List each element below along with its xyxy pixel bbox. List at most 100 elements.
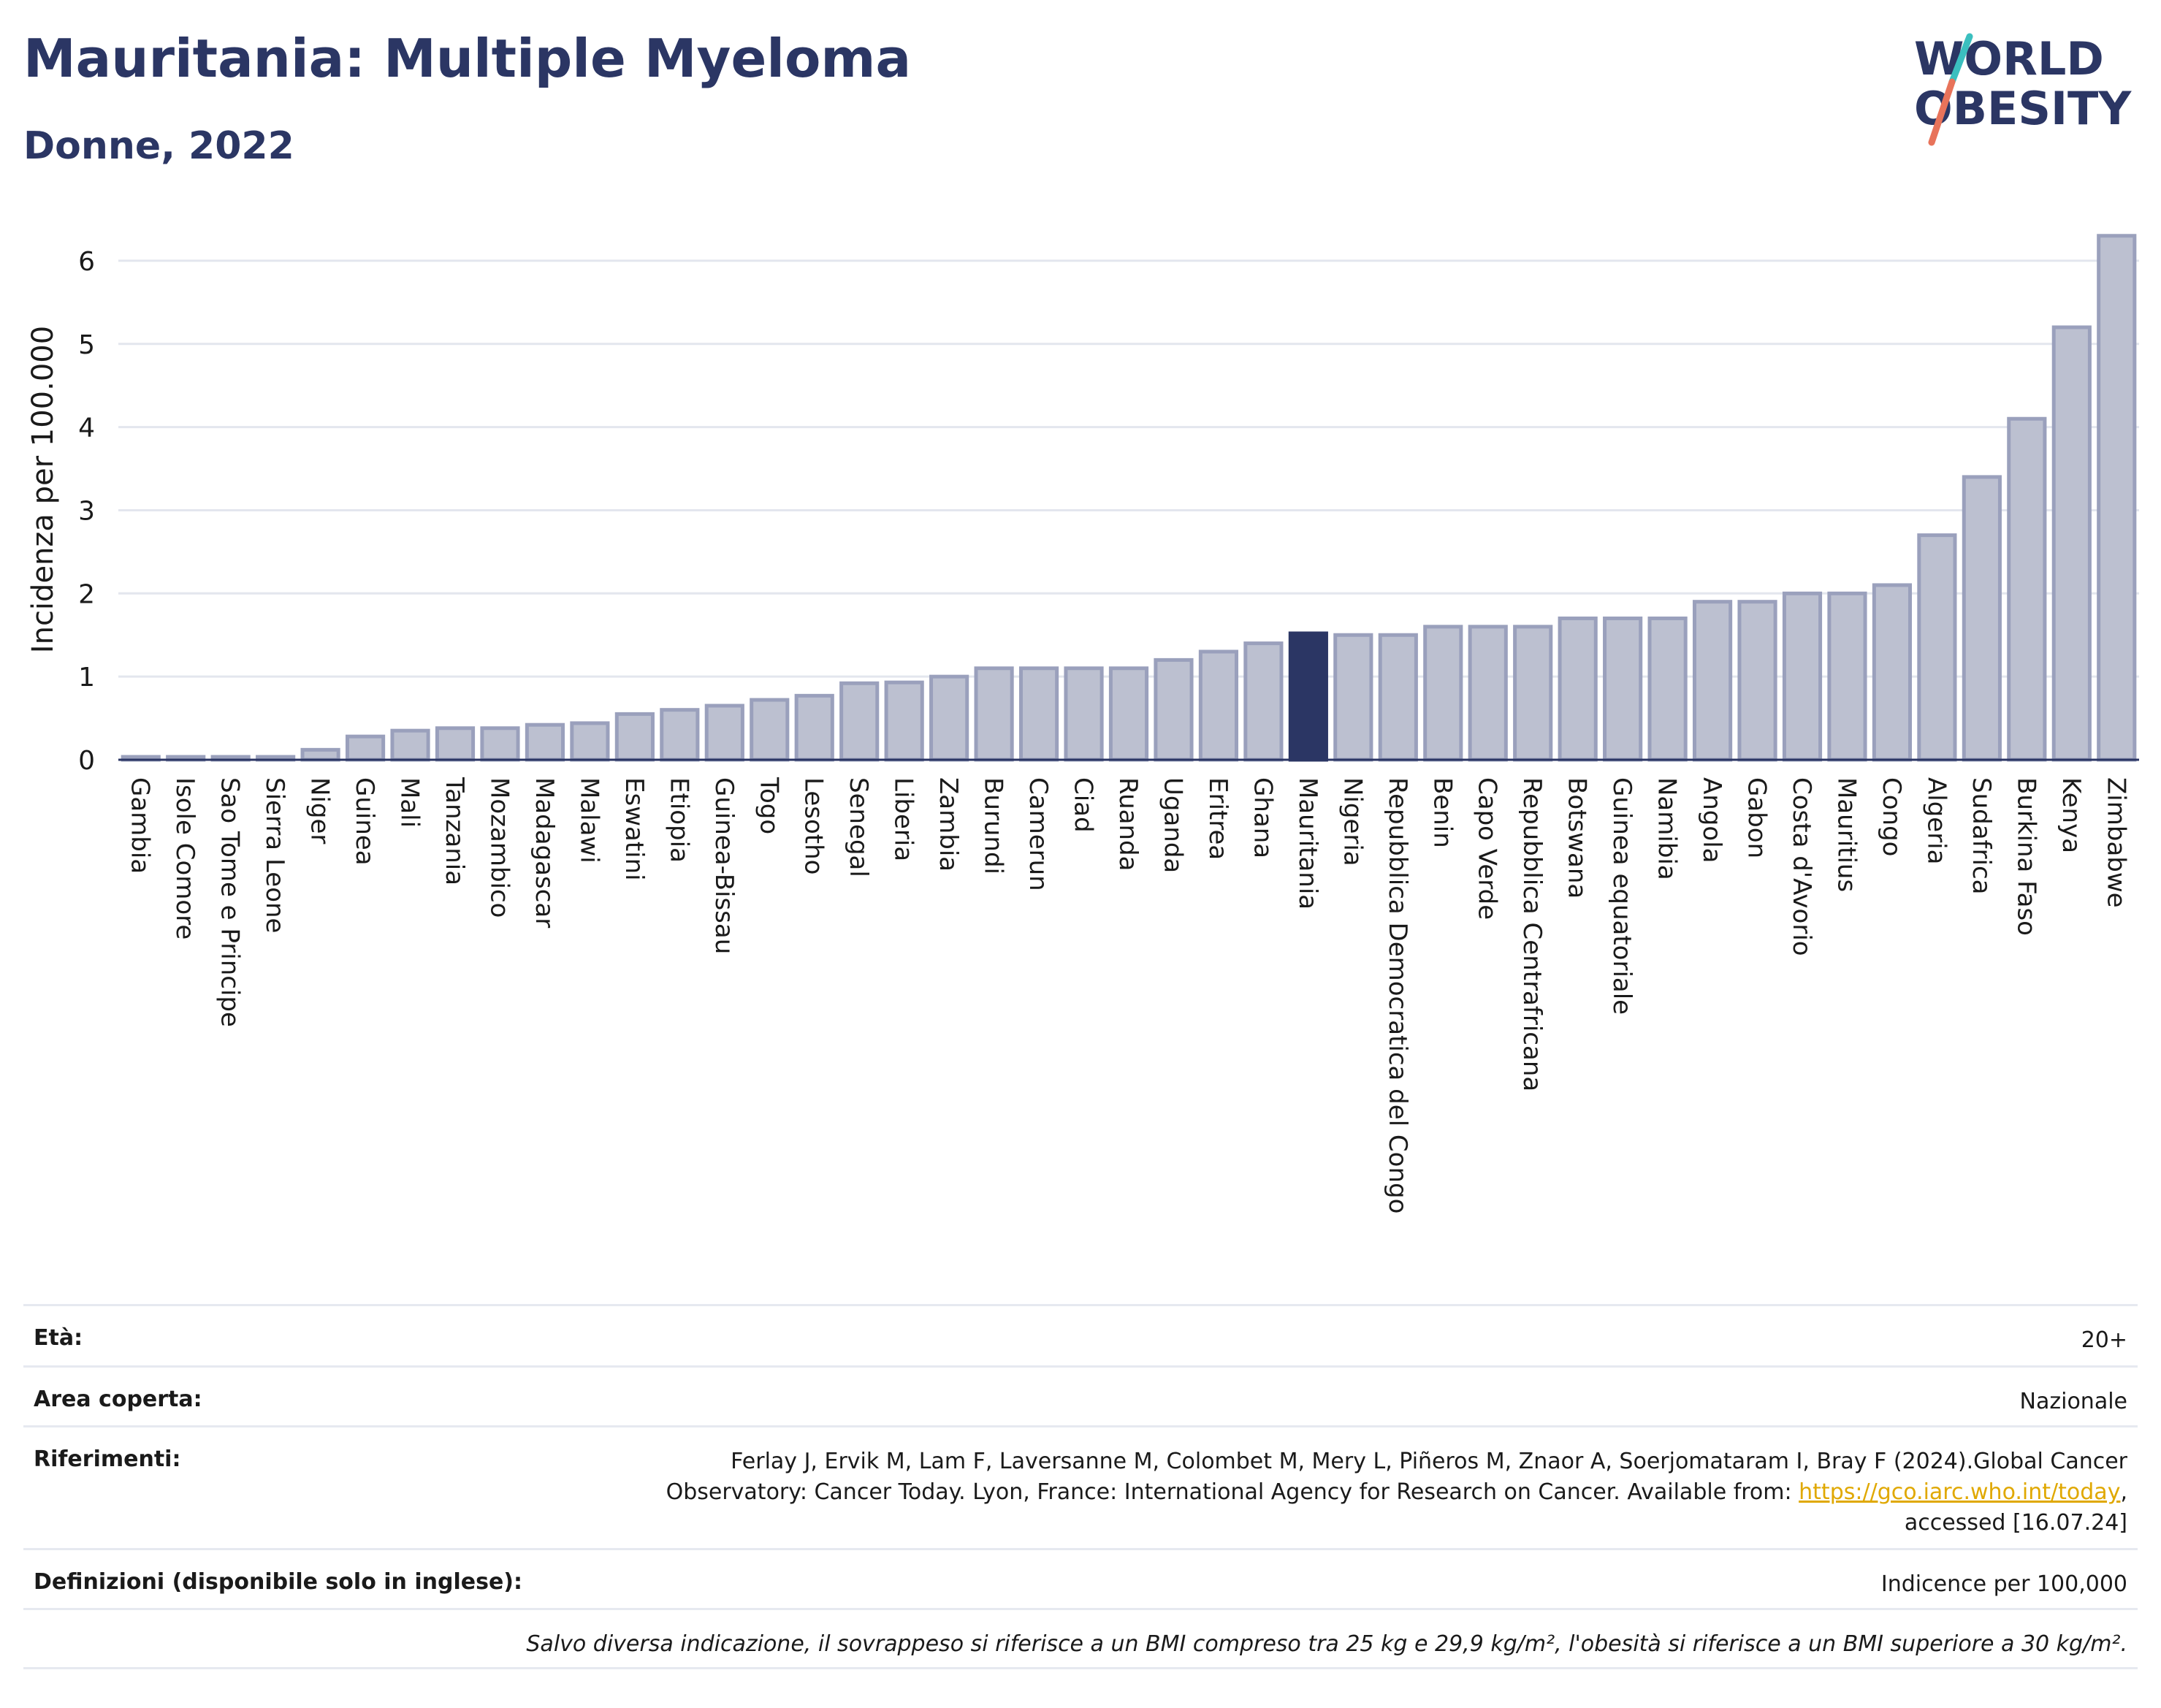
x-tick-label: Guinea equatoriale [1607,777,1636,1015]
references-comma: , [2120,1479,2127,1505]
page-title: Mauritania: Multiple Myeloma [23,28,912,89]
x-tick-label: Malawi [574,777,603,863]
references-value: Ferlay J, Ervik M, Lam F, Laversanne M, … [666,1446,2127,1539]
bars [121,234,2137,762]
bar [480,726,520,762]
age-value: 20+ [2081,1327,2127,1353]
y-tick-label: 3 [78,496,95,526]
x-tick-label: Isole Comore [170,777,199,939]
bar [1917,533,1957,762]
y-tick-label: 5 [78,330,95,360]
bar [750,698,790,762]
bar [929,674,969,762]
references-line1: Ferlay J, Ervik M, Lam F, Laversanne M, … [731,1449,2127,1474]
x-tick-label: Mauritius [1832,777,1861,892]
bar [1782,591,1823,762]
info-row-note: Salvo diversa indicazione, il sovrappeso… [23,1608,2138,1669]
bar [390,728,430,762]
bar [704,704,744,762]
x-tick-label: Nigeria [1338,777,1367,866]
x-tick-label: Capo Verde [1473,777,1502,920]
references-line3: accessed [16.07.24] [1904,1510,2127,1536]
bar [1378,633,1418,762]
bar [1198,649,1239,762]
x-tick-label: Ruanda [1113,777,1143,871]
bar [525,723,565,762]
bar [1827,591,1867,762]
bar [1108,666,1149,762]
info-table: Età: 20+ Area coperta: Nazionale Riferim… [23,1304,2138,1669]
x-tick-label: Gambia [126,777,155,874]
bar-chart: 0 1 2 3 4 5 6 Incidenza per 100.000 Gambia Isol… [26,234,2139,1213]
bar [1243,641,1284,762]
x-tick-label: Liberia [889,777,918,861]
x-tick-label: Sierra Leone [260,777,289,933]
bar [1333,633,1373,762]
x-tick-label: Benin [1428,777,1457,848]
bar [1603,616,1643,762]
x-tick-label: Madagascar [530,777,559,928]
bar [300,747,340,762]
x-tick-label: Camerun [1024,777,1053,891]
page-subtitle: Donne, 2022 [23,124,294,168]
references-line2: Observatory: Cancer Today. Lyon, France:… [666,1479,1792,1505]
info-row-age: Età: 20+ [23,1304,2138,1365]
bmi-note: Salvo diversa indicazione, il sovrappeso… [526,1631,2127,1657]
x-tick-label: Niger [305,777,335,844]
y-tick-label: 1 [78,663,95,693]
bar [2051,325,2092,762]
x-tick-label: Botswana [1563,777,1592,899]
x-tick-label: Mali [395,777,424,828]
bar [435,726,476,762]
bar [1692,600,1733,762]
bar [1018,666,1059,762]
bar-highlight [1288,631,1328,762]
bar [839,681,880,762]
references-link[interactable]: https://gco.iarc.who.int/today [1799,1479,2121,1505]
x-tick-label: Repubblica Democratica del Congo [1383,777,1412,1213]
bar [884,680,924,762]
x-tick-label: Burundi [979,777,1008,874]
x-tick-label: Uganda [1158,777,1187,873]
x-tick-label: Angola [1697,777,1726,863]
info-row-references: Riferimenti: Ferlay J, Ervik M, Lam F, L… [23,1425,2138,1548]
x-tick-label: Burkina Faso [2011,777,2040,936]
definitions-value: Indicence per 100,000 [1880,1571,2127,1597]
x-tick-label: Lesotho [799,777,828,874]
x-tick-label: Zambia [934,777,963,872]
y-tick-label: 4 [78,413,95,443]
x-tick-label: Sudafrica [1967,777,1996,894]
x-tick-label: Guinea [350,777,379,866]
info-row-definitions: Definizioni (disponibile solo in inglese… [23,1548,2138,1608]
y-tick-label: 0 [78,746,95,776]
x-tick-label: Senegal [844,777,873,877]
y-axis-ticks: 0 1 2 3 4 5 6 [78,247,95,776]
bar [2097,234,2137,762]
area-label: Area coperta: [34,1387,202,1412]
area-value: Nazionale [2019,1389,2127,1414]
x-tick-label: Togo [754,777,783,834]
bar [1468,625,1508,762]
bar [1737,600,1777,762]
x-tick-label: Mauritania [1293,777,1322,910]
bar [974,666,1014,762]
x-tick-label: Tanzania [440,777,469,885]
bar [2007,416,2047,762]
bar [794,693,834,762]
x-tick-label: Etiopia [664,777,693,863]
x-tick-label: Guinea-Bissau [709,777,739,954]
x-tick-label: Eritrea [1203,777,1232,860]
x-tick-label: Kenya [2057,777,2086,853]
y-tick-label: 6 [78,247,95,277]
x-axis-labels: Gambia Isole Comore Sao Tome e Principe Sie… [126,777,2131,1213]
bar [660,708,700,762]
x-tick-label: Mozambico [484,777,514,918]
info-row-area: Area coperta: Nazionale [23,1365,2138,1425]
y-axis-label: Incidenza per 100.000 [26,326,60,653]
x-tick-label: Gabon [1742,777,1772,858]
x-tick-label: Ciad [1069,777,1098,833]
bar [614,712,655,762]
x-tick-label: Algeria [1921,777,1951,864]
x-tick-label: Repubblica Centrafricana [1517,777,1547,1091]
definitions-label: Definizioni (disponibile solo in inglese… [34,1569,522,1595]
